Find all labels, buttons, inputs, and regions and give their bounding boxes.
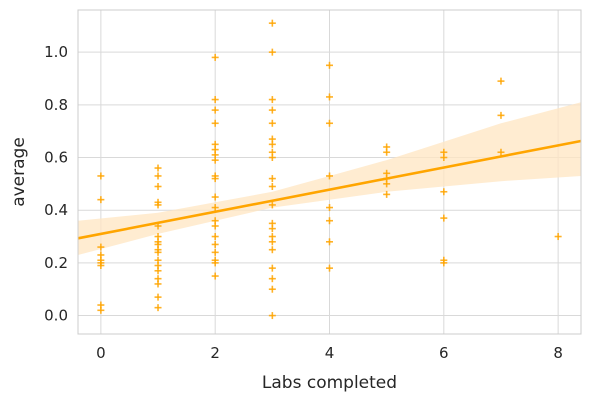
data-point: [268, 154, 276, 162]
data-point: [326, 93, 333, 101]
data-point: [268, 119, 276, 127]
x-axis-label: Labs completed: [262, 373, 397, 393]
data-point: [268, 182, 276, 190]
y-tick-label: 0.4: [44, 201, 68, 219]
data-point: [497, 148, 505, 156]
data-point: [383, 190, 391, 198]
data-point: [326, 264, 333, 272]
data-point: [211, 193, 219, 201]
data-point: [154, 248, 162, 256]
data-point: [326, 238, 333, 246]
data-point: [326, 119, 333, 127]
plot-frame: [77, 9, 582, 335]
y-tick-label: 0.2: [44, 254, 68, 272]
data-point: [211, 233, 219, 241]
data-point: [554, 233, 562, 241]
y-tick-labels: 0.0 0.2 0.4 0.6 0.8 1.0: [44, 43, 68, 324]
data-point: [326, 204, 333, 212]
y-tick-label: 0.8: [44, 96, 68, 114]
data-point: [211, 96, 219, 104]
data-point: [497, 111, 505, 119]
data-points: [97, 19, 562, 320]
data-point: [326, 61, 333, 69]
data-point: [154, 172, 162, 180]
data-point: [268, 96, 276, 104]
data-point: [97, 262, 105, 270]
data-point: [440, 188, 448, 196]
data-point: [268, 48, 276, 56]
data-point: [440, 259, 448, 267]
y-axis-label: average: [9, 137, 29, 207]
data-point: [268, 106, 276, 114]
data-point: [154, 304, 162, 312]
x-tick-label: 4: [325, 344, 335, 362]
data-point: [154, 182, 162, 190]
data-point: [268, 264, 276, 272]
data-point: [268, 275, 276, 283]
data-point: [211, 156, 219, 164]
data-point: [211, 259, 219, 267]
x-tick-label: 0: [96, 344, 106, 362]
y-tick-label: 0.0: [44, 307, 68, 325]
x-tick-label: 6: [439, 344, 449, 362]
data-point: [211, 106, 219, 114]
x-tick-label: 2: [210, 344, 220, 362]
data-point: [211, 240, 219, 248]
data-point: [383, 180, 391, 188]
data-point: [211, 53, 219, 61]
data-point: [440, 214, 448, 222]
y-tick-label: 0.6: [44, 149, 68, 167]
y-tick-label: 1.0: [44, 43, 68, 61]
data-point: [154, 267, 162, 275]
data-point: [97, 196, 105, 204]
data-point: [211, 248, 219, 256]
data-point: [268, 19, 276, 27]
data-point: [326, 172, 333, 180]
x-tick-labels: 0 2 4 6 8: [96, 344, 563, 362]
regression-line: [77, 139, 582, 240]
data-point: [211, 175, 219, 183]
data-point: [268, 225, 276, 233]
data-point: [268, 140, 276, 148]
data-point: [97, 172, 105, 180]
data-point: [97, 243, 105, 251]
data-point: [268, 201, 276, 209]
data-point: [97, 306, 105, 314]
data-point: [154, 201, 162, 209]
data-point: [211, 119, 219, 127]
data-point: [268, 285, 276, 293]
data-point: [440, 154, 448, 162]
data-point: [268, 312, 276, 320]
x-tick-label: 8: [553, 344, 563, 362]
data-point: [497, 77, 505, 85]
data-point: [383, 148, 391, 156]
data-point: [211, 272, 219, 280]
data-point: [326, 217, 333, 225]
data-point: [154, 164, 162, 172]
data-point: [154, 280, 162, 288]
data-point: [268, 246, 276, 254]
data-point: [154, 293, 162, 301]
data-point: [268, 175, 276, 183]
data-point: [268, 238, 276, 246]
data-point: [211, 204, 219, 212]
data-point: [211, 222, 219, 230]
